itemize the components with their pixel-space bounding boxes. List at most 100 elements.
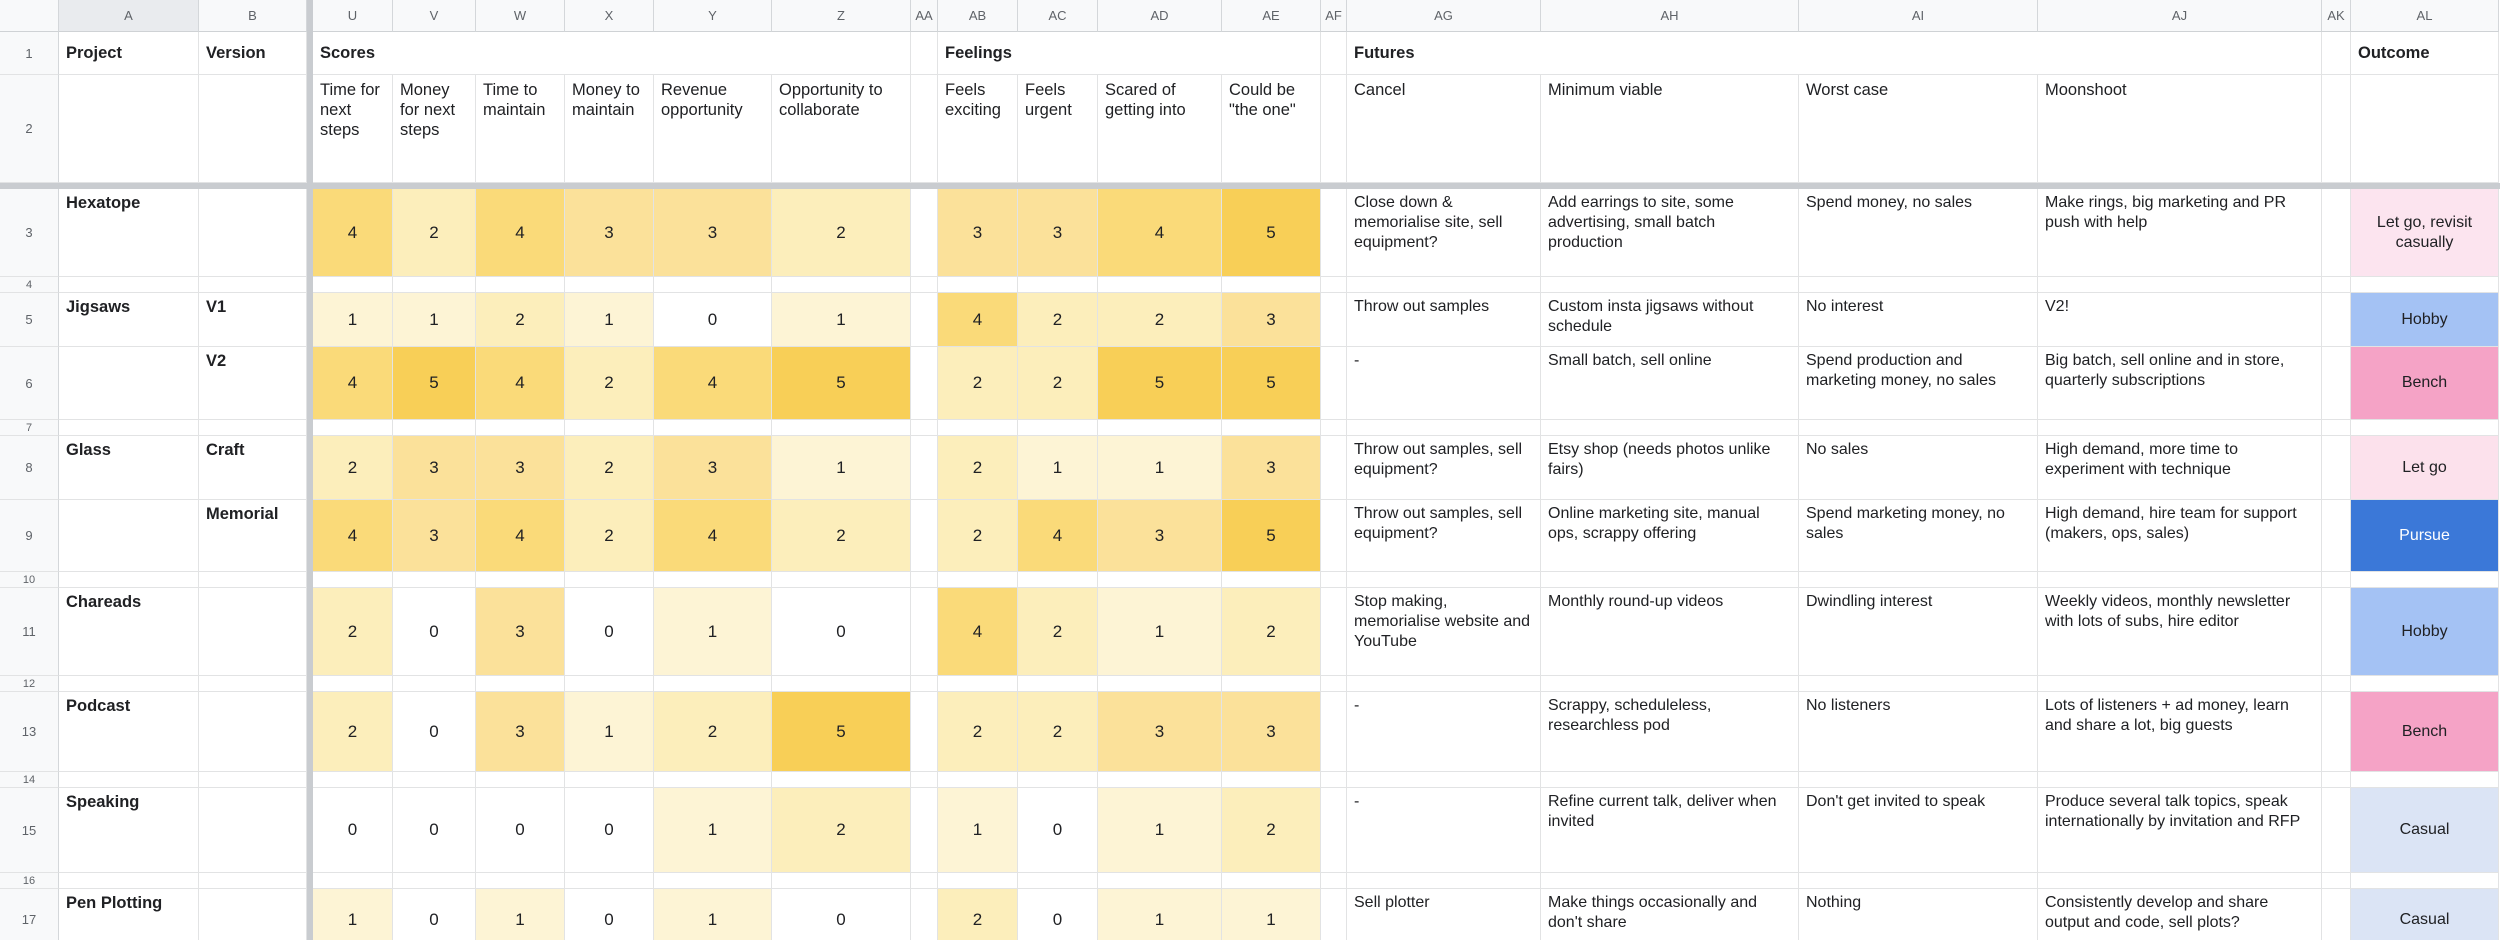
cell-U7[interactable] xyxy=(313,420,393,436)
cell-outcome-section-header[interactable]: Outcome xyxy=(2351,32,2499,75)
cell-AK10[interactable] xyxy=(2322,572,2351,588)
cell-AF6[interactable] xyxy=(1321,347,1347,420)
cell-AI6[interactable]: Spend production and marketing money, no… xyxy=(1799,347,2038,420)
cell-W14[interactable] xyxy=(476,772,565,788)
cell-AD3[interactable]: 4 xyxy=(1098,189,1222,277)
cell-AJ9[interactable]: High demand, hire team for support (make… xyxy=(2038,500,2322,572)
row-header-2[interactable]: 2 xyxy=(0,75,59,183)
cell-AK16[interactable] xyxy=(2322,873,2351,889)
cell-A9[interactable] xyxy=(59,500,199,572)
column-header-AL[interactable]: AL xyxy=(2351,0,2499,32)
cell-AL12[interactable] xyxy=(2351,676,2499,692)
cell-Z17[interactable]: 0 xyxy=(772,889,911,940)
cell-Y2[interactable]: Revenue opportunity xyxy=(654,75,772,183)
cell-W5[interactable]: 2 xyxy=(476,293,565,347)
cell-AI17[interactable]: Nothing xyxy=(1799,889,2038,940)
cell-AI8[interactable]: No sales xyxy=(1799,436,2038,500)
cell-V3[interactable]: 2 xyxy=(393,189,476,277)
cell-AJ14[interactable] xyxy=(2038,772,2322,788)
cell-AE3[interactable]: 5 xyxy=(1222,189,1321,277)
cell-V16[interactable] xyxy=(393,873,476,889)
cell-AJ7[interactable] xyxy=(2038,420,2322,436)
cell-A14[interactable] xyxy=(59,772,199,788)
row-header-12[interactable]: 12 xyxy=(0,676,59,692)
cell-AI9[interactable]: Spend marketing money, no sales xyxy=(1799,500,2038,572)
cell-Y8[interactable]: 3 xyxy=(654,436,772,500)
cell-V11[interactable]: 0 xyxy=(393,588,476,676)
cell-Y15[interactable]: 1 xyxy=(654,788,772,873)
cell-AB3[interactable]: 3 xyxy=(938,189,1018,277)
cell-U2[interactable]: Time for next steps xyxy=(313,75,393,183)
cell-U4[interactable] xyxy=(313,277,393,293)
cell-X16[interactable] xyxy=(565,873,654,889)
cell-AB9[interactable]: 2 xyxy=(938,500,1018,572)
cell-AI13[interactable]: No listeners xyxy=(1799,692,2038,772)
cell-AD7[interactable] xyxy=(1098,420,1222,436)
cell-AK11[interactable] xyxy=(2322,588,2351,676)
column-header-AE[interactable]: AE xyxy=(1222,0,1321,32)
cell-A16[interactable] xyxy=(59,873,199,889)
cell-Z11[interactable]: 0 xyxy=(772,588,911,676)
column-header-U[interactable]: U xyxy=(313,0,393,32)
cell-A10[interactable] xyxy=(59,572,199,588)
cell-AA17[interactable] xyxy=(911,889,938,940)
cell-U8[interactable]: 2 xyxy=(313,436,393,500)
cell-AK8[interactable] xyxy=(2322,436,2351,500)
column-header-AK[interactable]: AK xyxy=(2322,0,2351,32)
cell-AL17[interactable]: Casual xyxy=(2351,889,2499,940)
cell-AG9[interactable]: Throw out samples, sell equipment? xyxy=(1347,500,1541,572)
cell-A4[interactable] xyxy=(59,277,199,293)
cell-U16[interactable] xyxy=(313,873,393,889)
cell-X11[interactable]: 0 xyxy=(565,588,654,676)
cell-W2[interactable]: Time to maintain xyxy=(476,75,565,183)
cell-AA12[interactable] xyxy=(911,676,938,692)
cell-A15[interactable]: Speaking xyxy=(59,788,199,873)
row-header-9[interactable]: 9 xyxy=(0,500,59,572)
cell-V4[interactable] xyxy=(393,277,476,293)
cell-Z5[interactable]: 1 xyxy=(772,293,911,347)
column-header-AI[interactable]: AI xyxy=(1799,0,2038,32)
cell-AK17[interactable] xyxy=(2322,889,2351,940)
cell-B12[interactable] xyxy=(199,676,307,692)
cell-AE5[interactable]: 3 xyxy=(1222,293,1321,347)
cell-AH9[interactable]: Online marketing site, manual ops, scrap… xyxy=(1541,500,1799,572)
column-header-AJ[interactable]: AJ xyxy=(2038,0,2322,32)
cell-AA6[interactable] xyxy=(911,347,938,420)
column-header-AF[interactable]: AF xyxy=(1321,0,1347,32)
cell-AL6[interactable]: Bench xyxy=(2351,347,2499,420)
cell-AC10[interactable] xyxy=(1018,572,1098,588)
cell-Y7[interactable] xyxy=(654,420,772,436)
cell-AL4[interactable] xyxy=(2351,277,2499,293)
cell-V6[interactable]: 5 xyxy=(393,347,476,420)
cell-AK9[interactable] xyxy=(2322,500,2351,572)
cell-X9[interactable]: 2 xyxy=(565,500,654,572)
row-header-16[interactable]: 16 xyxy=(0,873,59,889)
cell-AF2[interactable] xyxy=(1321,75,1347,183)
cell-X7[interactable] xyxy=(565,420,654,436)
cell-Y11[interactable]: 1 xyxy=(654,588,772,676)
cell-AC16[interactable] xyxy=(1018,873,1098,889)
cell-Y5[interactable]: 0 xyxy=(654,293,772,347)
cell-AG7[interactable] xyxy=(1347,420,1541,436)
cell-AD16[interactable] xyxy=(1098,873,1222,889)
cell-B3[interactable] xyxy=(199,189,307,277)
cell-B11[interactable] xyxy=(199,588,307,676)
cell-B7[interactable] xyxy=(199,420,307,436)
cell-AH11[interactable]: Monthly round-up videos xyxy=(1541,588,1799,676)
cell-Z13[interactable]: 5 xyxy=(772,692,911,772)
cell-AF4[interactable] xyxy=(1321,277,1347,293)
cell-Z16[interactable] xyxy=(772,873,911,889)
cell-AC2[interactable]: Feels urgent xyxy=(1018,75,1098,183)
cell-W17[interactable]: 1 xyxy=(476,889,565,940)
cell-AJ8[interactable]: High demand, more time to experiment wit… xyxy=(2038,436,2322,500)
cell-AG11[interactable]: Stop making, memorialise website and You… xyxy=(1347,588,1541,676)
cell-AD4[interactable] xyxy=(1098,277,1222,293)
cell-Y13[interactable]: 2 xyxy=(654,692,772,772)
cell-AI14[interactable] xyxy=(1799,772,2038,788)
cell-AI16[interactable] xyxy=(1799,873,2038,889)
row-header-6[interactable]: 6 xyxy=(0,347,59,420)
cell-AK3[interactable] xyxy=(2322,189,2351,277)
cell-AE6[interactable]: 5 xyxy=(1222,347,1321,420)
cell-A3[interactable]: Hexatope xyxy=(59,189,199,277)
cell-AF7[interactable] xyxy=(1321,420,1347,436)
